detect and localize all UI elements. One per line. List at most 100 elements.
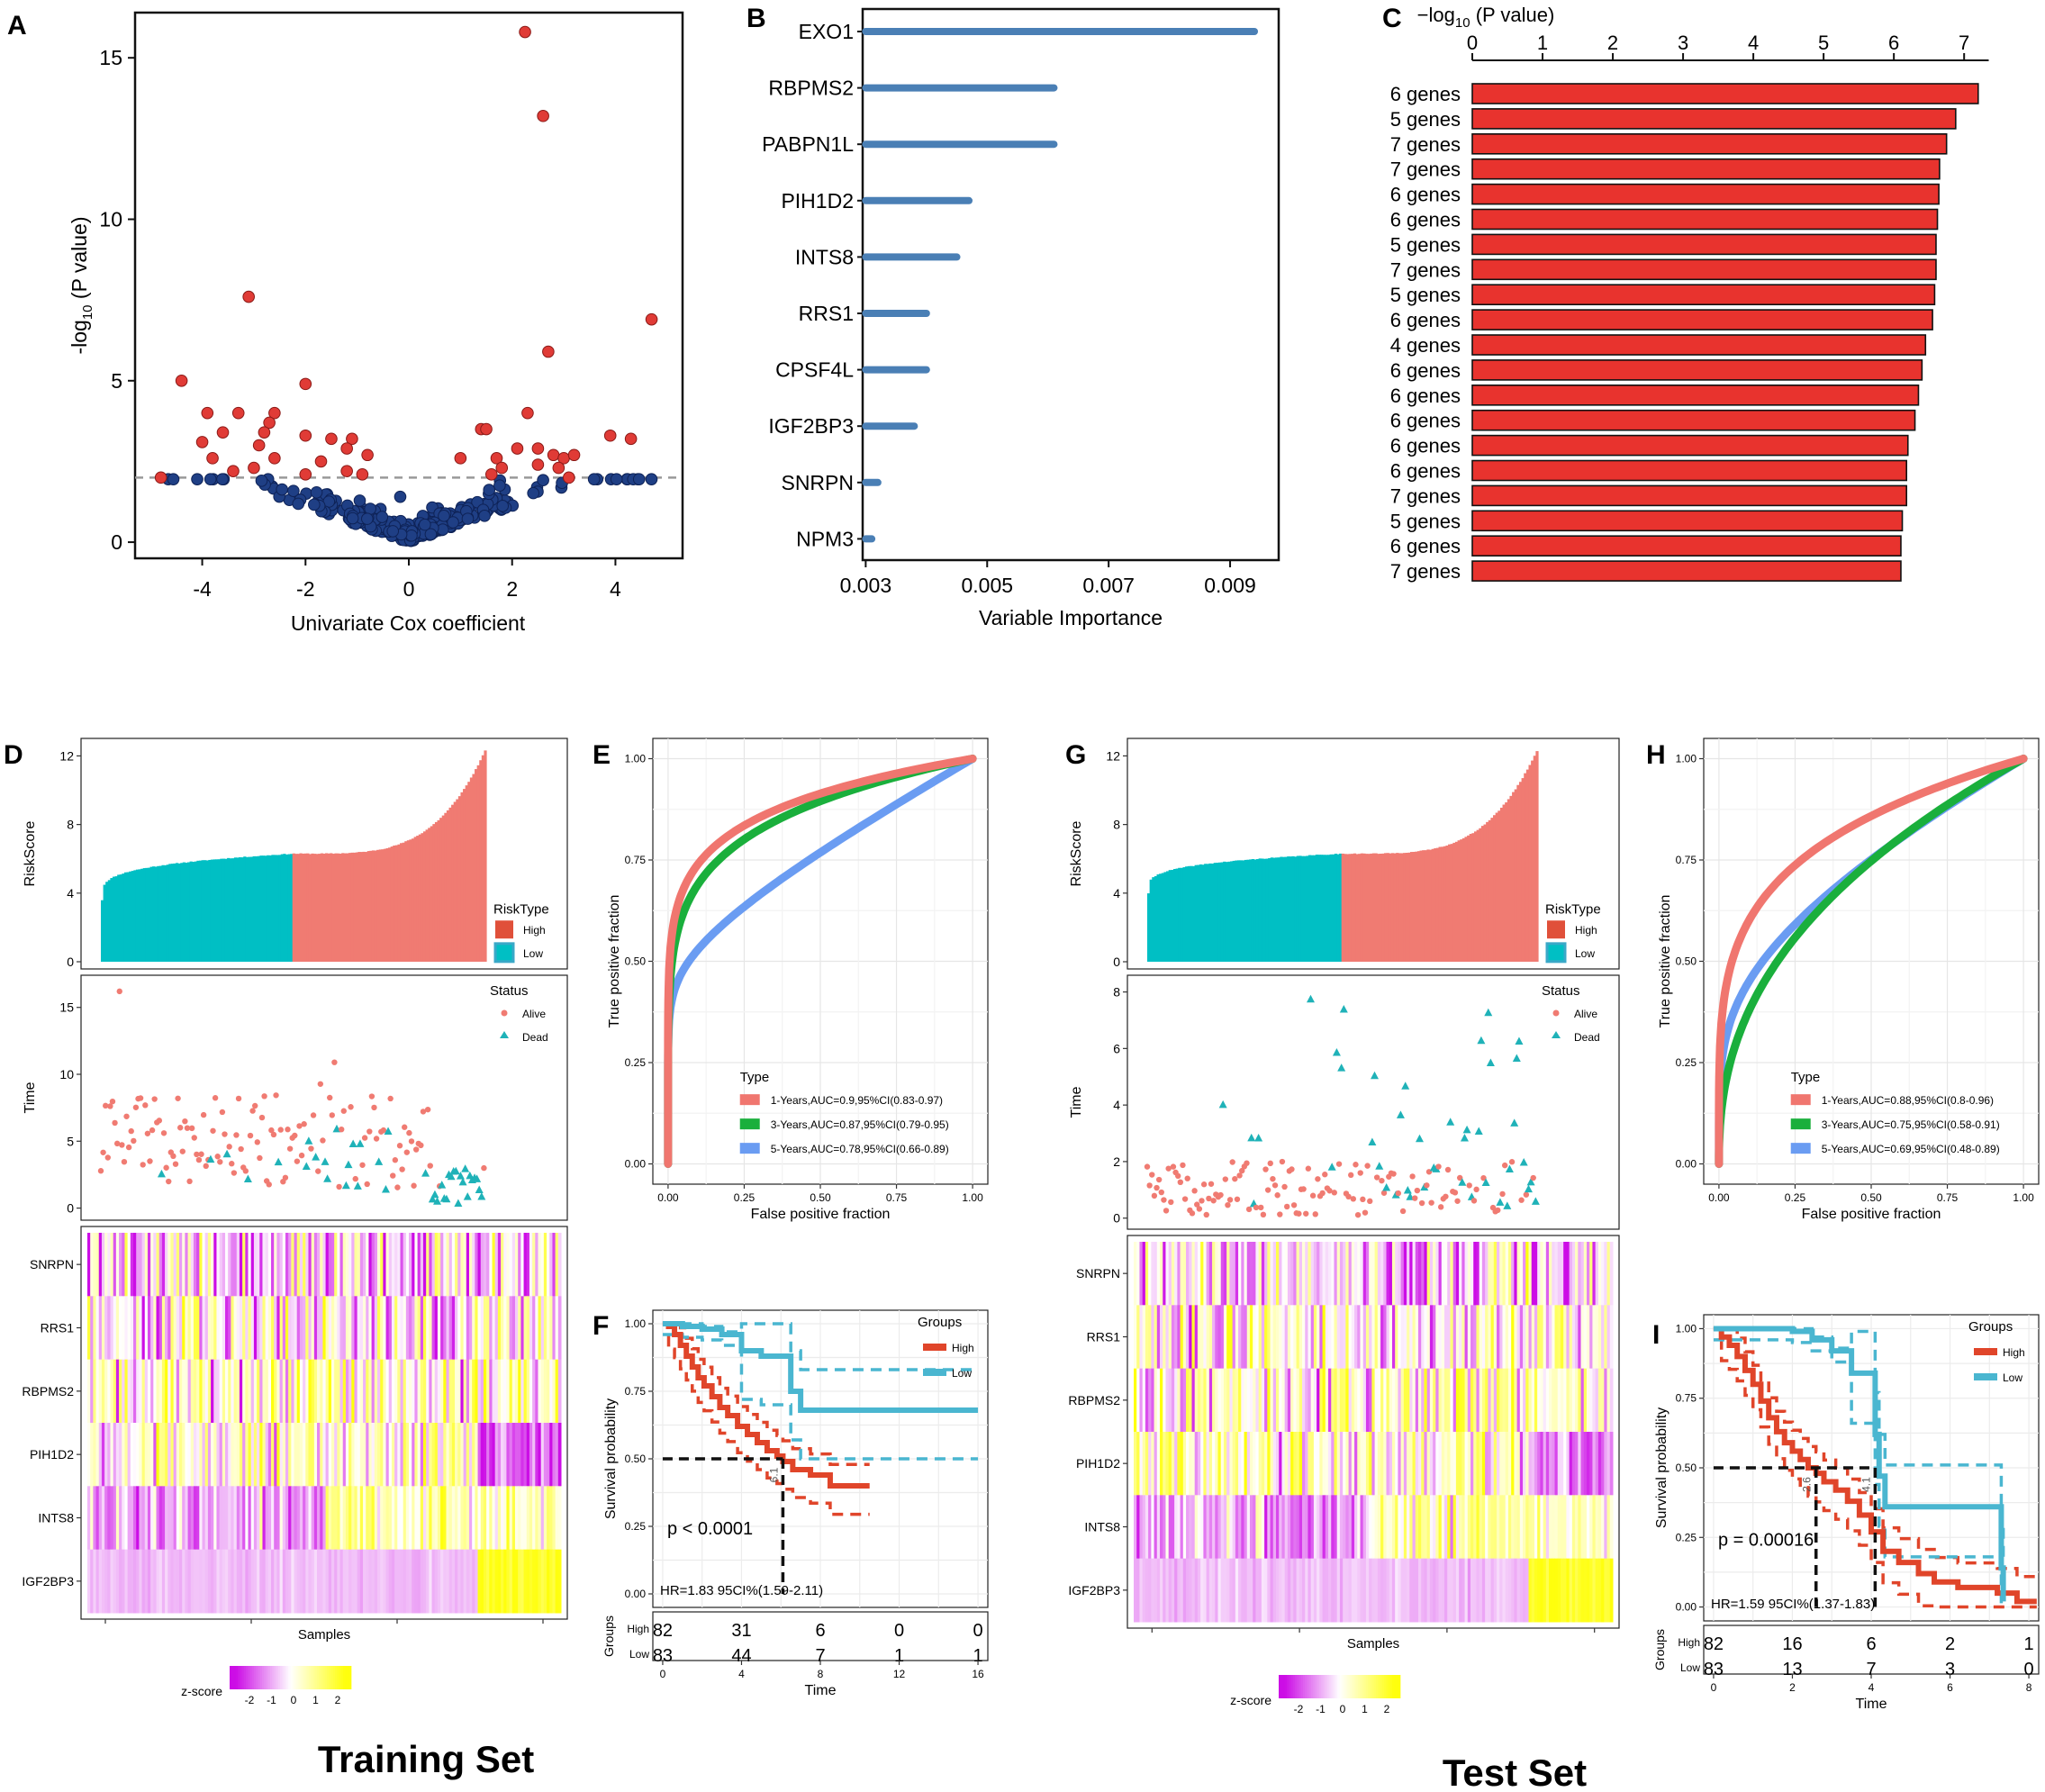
- heatmap-cell: [95, 1233, 100, 1297]
- heatmap-cell: [1389, 1305, 1393, 1370]
- y-tick-label: 0.00: [1676, 1601, 1697, 1614]
- alive-point: [1158, 1189, 1164, 1196]
- risk-bar: [1464, 837, 1468, 962]
- heatmap-cell: [1281, 1558, 1286, 1623]
- dead-point: [1481, 1178, 1490, 1186]
- heatmap-cell: [1212, 1432, 1216, 1496]
- heatmap-cell: [1531, 1368, 1535, 1433]
- panel-letter-f: F: [593, 1311, 609, 1341]
- heatmap-cell: [1424, 1495, 1428, 1560]
- heatmap-cell: [296, 1549, 301, 1614]
- risk-bar: [1426, 849, 1430, 962]
- roc-legend-title: Type: [740, 1070, 770, 1085]
- heatmap-cell: [1151, 1558, 1155, 1623]
- heatmap-cell: [354, 1359, 358, 1424]
- heatmap-cell: [1270, 1432, 1274, 1496]
- risk-bar: [1467, 835, 1470, 962]
- heatmap-cell: [193, 1423, 197, 1487]
- heatmap-cell: [271, 1549, 275, 1614]
- heatmap-cell: [472, 1296, 475, 1361]
- heatmap-row-label: RBPMS2: [1068, 1393, 1120, 1407]
- alive-point: [1457, 1174, 1463, 1181]
- heatmap-cell: [317, 1423, 321, 1487]
- alive-point: [1151, 1192, 1158, 1199]
- heatmap-cell: [1433, 1305, 1436, 1370]
- zscore-gradient-step: [1311, 1675, 1314, 1698]
- significant-point: [567, 448, 581, 462]
- heatmap-cell: [1499, 1242, 1503, 1306]
- heatmap-cell: [271, 1359, 275, 1424]
- heatmap-cell: [1253, 1495, 1256, 1560]
- heatmap-cell: [1560, 1558, 1564, 1623]
- heatmap-cell: [1609, 1305, 1614, 1370]
- heatmap-cell: [1174, 1432, 1178, 1496]
- risk-bar: [1435, 847, 1440, 962]
- heatmap-cell: [451, 1423, 456, 1487]
- heatmap-row-label: RBPMS2: [22, 1384, 74, 1398]
- heatmap-cell: [1255, 1242, 1260, 1306]
- alive-point: [1161, 1197, 1167, 1203]
- risk-bar: [327, 853, 330, 962]
- alive-point: [1518, 1197, 1525, 1203]
- x-tick-label: 2: [506, 577, 518, 601]
- heatmap-cell: [1279, 1495, 1282, 1560]
- heatmap-cell: [1554, 1495, 1559, 1560]
- heatmap-cell: [173, 1549, 177, 1614]
- heatmap-cell: [1497, 1242, 1500, 1306]
- heatmap-cell: [1525, 1495, 1529, 1560]
- heatmap-cell: [1540, 1495, 1544, 1560]
- dead-point: [451, 1166, 460, 1175]
- heatmap-cell: [317, 1549, 321, 1614]
- y-tick-label: 2: [1113, 1154, 1120, 1169]
- dead-point: [341, 1181, 350, 1190]
- alive-point: [249, 1108, 256, 1114]
- heatmap-cell: [259, 1359, 263, 1424]
- heatmap-cell: [1191, 1242, 1196, 1306]
- heatmap-cell: [501, 1296, 504, 1361]
- heatmap-cell: [1160, 1305, 1163, 1370]
- heatmap-cell: [317, 1359, 321, 1424]
- risk-bar: [147, 867, 151, 962]
- heatmap-cell: [187, 1549, 192, 1614]
- heatmap-cell: [291, 1296, 295, 1361]
- alive-point: [1444, 1166, 1452, 1173]
- heatmap-cell: [1264, 1368, 1268, 1433]
- heatmap-cell: [1578, 1432, 1582, 1496]
- risk-bar: [355, 852, 358, 962]
- zscore-gradient-step: [1298, 1675, 1302, 1698]
- heatmap-cell: [497, 1549, 502, 1614]
- heatmap-cell: [1328, 1432, 1332, 1496]
- heatmap-cell: [1258, 1432, 1262, 1496]
- heatmap-cell: [342, 1486, 347, 1551]
- heatmap-cell: [463, 1296, 467, 1361]
- non-significant-point: [405, 529, 418, 542]
- alive-point: [399, 1166, 405, 1172]
- heatmap-cell: [1421, 1558, 1425, 1623]
- alive-point: [222, 1131, 228, 1137]
- risk-bar: [437, 819, 440, 962]
- alive-point: [1312, 1211, 1318, 1217]
- heatmap-cell: [1461, 1432, 1466, 1496]
- heatmap-cell: [1151, 1242, 1155, 1306]
- x-tick-label: 0.50: [1860, 1191, 1882, 1204]
- x-tick-label: 0.75: [886, 1191, 908, 1204]
- heatmap-cell: [1566, 1558, 1570, 1623]
- heatmap-cell: [299, 1423, 303, 1487]
- heatmap-cell: [417, 1486, 421, 1551]
- heatmap-cell: [1261, 1242, 1265, 1306]
- heatmap-cell: [1163, 1432, 1166, 1496]
- y-tick-label: 12: [59, 748, 74, 763]
- risk-bar: [313, 854, 317, 962]
- heatmap-cell: [1455, 1305, 1460, 1370]
- heatmap-cell: [1502, 1558, 1507, 1623]
- alive-point: [210, 1127, 216, 1134]
- heatmap-cell: [337, 1423, 341, 1487]
- heatmap-cell: [1534, 1495, 1538, 1560]
- heatmap-cell: [239, 1359, 243, 1424]
- heatmap-cell: [115, 1359, 120, 1424]
- heatmap-cell: [1435, 1432, 1440, 1496]
- heatmap-cell: [409, 1233, 412, 1297]
- risk-bar: [1236, 860, 1241, 962]
- km-pvalue: p = 0.00016: [1718, 1530, 1814, 1550]
- heatmap-cell: [1409, 1242, 1414, 1306]
